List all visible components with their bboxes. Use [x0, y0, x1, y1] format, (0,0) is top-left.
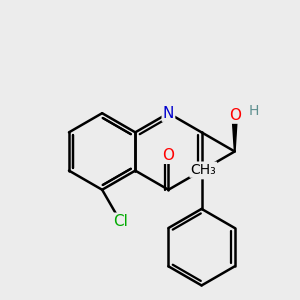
Text: H: H — [249, 104, 259, 118]
Text: CH₃: CH₃ — [190, 163, 216, 177]
Text: N: N — [163, 106, 174, 121]
Text: N: N — [196, 163, 207, 178]
Text: O: O — [229, 108, 241, 123]
Text: O: O — [162, 148, 174, 163]
Text: Cl: Cl — [113, 214, 128, 229]
Polygon shape — [232, 115, 237, 152]
